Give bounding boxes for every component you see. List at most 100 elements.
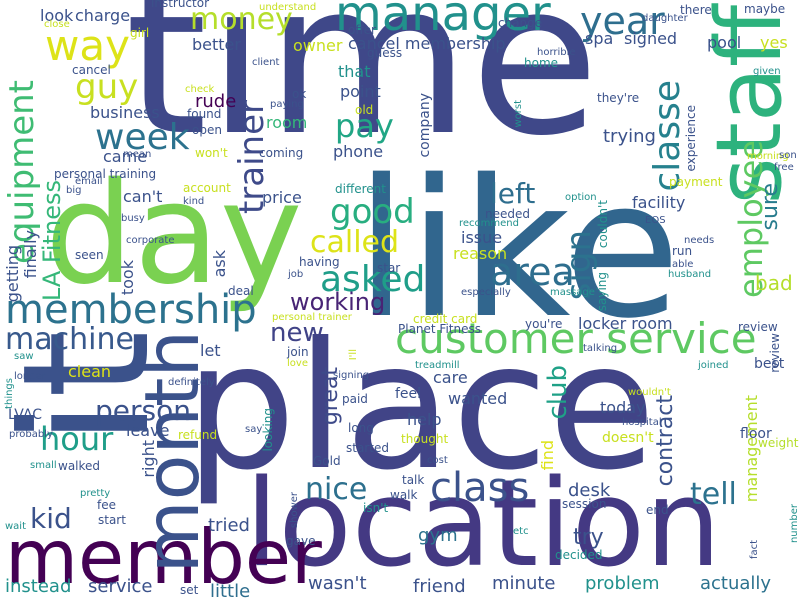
word-especially: especially — [461, 287, 511, 298]
word-decided: decided — [555, 548, 603, 562]
word-sure: sure — [758, 183, 783, 231]
word-offer: offer — [348, 23, 376, 37]
word-open: open — [192, 123, 222, 137]
word-tried: tried — [208, 515, 250, 536]
word-shower: shower — [289, 492, 300, 529]
word-look: look — [40, 6, 74, 25]
word-getting: getting — [3, 245, 22, 303]
word-son: son — [779, 150, 797, 161]
word-cancel-membership: cancel membership — [348, 34, 506, 53]
word-email: email — [75, 176, 103, 187]
word-membership: membership — [5, 287, 257, 333]
word-isn-t: isn't — [363, 501, 389, 515]
word-gave: gave — [286, 534, 316, 548]
word-contract: contract — [653, 395, 678, 487]
word-pool: pool — [707, 33, 742, 52]
word-understand: understand — [259, 2, 317, 13]
word-location: location — [245, 455, 722, 594]
word-they-re: they're — [597, 91, 640, 105]
word-couldn-t: couldn't — [596, 200, 610, 249]
word-that: that — [338, 62, 371, 81]
word-eos: EOS — [645, 215, 666, 226]
word-better: better — [192, 35, 241, 54]
word-instructor: instructor — [151, 0, 210, 10]
word-spa: spa — [585, 29, 614, 48]
word-massage: massage — [550, 287, 595, 298]
word-longer: longer — [14, 371, 46, 382]
word-working: working — [290, 288, 386, 316]
word-different: different — [335, 182, 386, 196]
word-daughter: daughter — [642, 13, 688, 24]
word-account: account — [183, 181, 231, 195]
word-looking: looking — [261, 408, 275, 452]
word-doesn-t: doesn't — [602, 430, 654, 446]
word-facility: facility — [632, 193, 686, 212]
word-service: service — [88, 576, 153, 597]
word-trying: trying — [603, 126, 656, 147]
word-client: client — [252, 57, 280, 68]
word-clean: clean — [68, 362, 112, 381]
word-i-ll: I'll — [348, 349, 359, 361]
word-cost: cost — [427, 455, 448, 466]
word-bad: bad — [755, 271, 793, 295]
word-needed: needed — [485, 207, 530, 221]
word-asked: asked — [320, 259, 426, 300]
word-gold: Gold — [313, 454, 341, 468]
word-thought: thought — [401, 432, 449, 446]
word-there: there — [680, 3, 712, 17]
word-probably: probably — [9, 429, 53, 440]
word-came: came — [103, 147, 148, 166]
word-started: started — [346, 441, 389, 455]
word-customer-service: customer service — [395, 314, 757, 363]
word-company: company — [417, 93, 433, 158]
word-pretty: pretty — [80, 488, 111, 499]
word-etc: etc — [513, 526, 529, 537]
word-love: love — [287, 358, 308, 369]
word-long: long — [348, 421, 374, 435]
word-paying: paying — [270, 99, 304, 110]
word-refund: refund — [178, 428, 218, 442]
word-fact: fact — [749, 540, 760, 560]
word-friend: friend — [413, 576, 466, 597]
word-kid: kid — [30, 502, 72, 535]
word-help: help — [407, 410, 442, 429]
word-home: home — [524, 56, 559, 70]
word-let: let — [200, 341, 221, 360]
word-number: number — [789, 504, 800, 544]
word-can-t: can't — [123, 187, 163, 206]
word-free: free — [774, 162, 794, 173]
word-deal: deal — [228, 284, 254, 298]
word-reason: reason — [453, 244, 508, 263]
word-place: place — [185, 306, 656, 509]
word-cancel: cancel — [72, 63, 111, 77]
word-yes: yes — [760, 33, 788, 52]
word-price: price — [262, 188, 302, 207]
word-saw: saw — [14, 351, 34, 362]
word-wasn-t: wasn't — [308, 573, 367, 594]
word-person: person — [95, 394, 191, 427]
word-took: took — [118, 260, 137, 296]
word-year: year — [580, 0, 665, 43]
word-member: member — [5, 513, 322, 600]
word-change: change — [498, 16, 543, 30]
word-talk: talk — [402, 473, 425, 487]
word-week: week — [95, 117, 190, 158]
word-instead: instead — [5, 576, 72, 597]
word-given: given — [753, 66, 781, 77]
word-tell: tell — [690, 477, 737, 512]
word-paid: paid — [342, 392, 368, 406]
word-won-t: won't — [195, 146, 228, 160]
word-set: set — [180, 583, 199, 597]
word-planet-fitness: Planet Fitness — [398, 322, 481, 336]
word-walked: walked — [58, 459, 101, 473]
word-coming: coming — [259, 146, 304, 160]
word-husband: husband — [668, 269, 712, 280]
word-guess: guess — [367, 46, 403, 60]
word-things: things — [4, 378, 15, 409]
word-wanted: wanted — [448, 389, 508, 408]
word-weight: weight — [758, 436, 799, 450]
word-you-re: you're — [525, 317, 563, 331]
word-manager: manager — [335, 0, 551, 42]
word-kind: kind — [183, 196, 205, 207]
word-joined: joined — [698, 360, 729, 371]
